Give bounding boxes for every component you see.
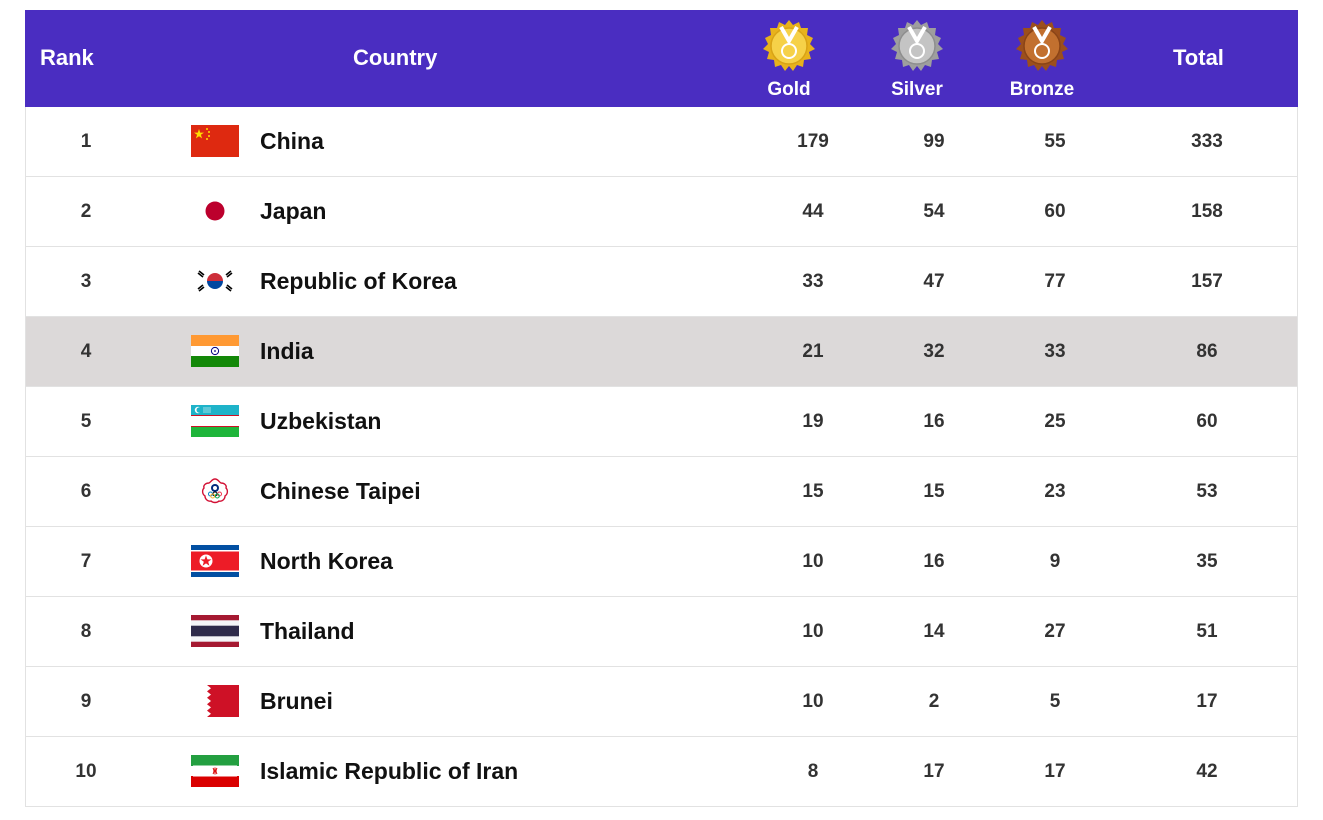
thailand-flag-icon xyxy=(191,615,241,649)
table-row: 1 China 179 99 55 333 xyxy=(25,107,1298,177)
silver-count: 17 xyxy=(923,761,945,782)
rank-cell: 4 xyxy=(80,341,92,362)
gold-count: 19 xyxy=(802,411,824,432)
bronze-count: 5 xyxy=(1049,691,1061,712)
rank-cell: 3 xyxy=(80,271,92,292)
korea-flag-icon xyxy=(191,265,241,299)
bronze-medal-icon xyxy=(1016,20,1068,71)
silver-count: 99 xyxy=(923,131,945,152)
gold-count: 21 xyxy=(802,341,824,362)
total-count: 86 xyxy=(1196,341,1218,362)
japan-flag-icon xyxy=(191,195,241,229)
total-count: 17 xyxy=(1196,691,1218,712)
total-count: 158 xyxy=(1191,201,1223,222)
table-row-highlighted: 4 India 21 32 33 86 xyxy=(25,317,1298,387)
gold-count: 33 xyxy=(802,271,824,292)
country-name: Republic of Korea xyxy=(260,268,457,294)
gold-count: 10 xyxy=(802,621,824,642)
bronze-header: Bronze xyxy=(997,19,1087,101)
rank-header: Rank xyxy=(40,45,94,70)
rank-cell: 1 xyxy=(80,131,92,152)
bronze-count: 23 xyxy=(1044,481,1066,502)
silver-label: Silver xyxy=(891,79,943,100)
gold-count: 179 xyxy=(797,131,829,152)
country-name: Thailand xyxy=(260,618,355,644)
silver-count: 47 xyxy=(923,271,945,292)
bronze-label: Bronze xyxy=(1009,79,1075,100)
table-row: 9 Brunei 10 2 5 17 xyxy=(25,667,1298,737)
total-count: 60 xyxy=(1196,411,1218,432)
rank-cell: 10 xyxy=(75,761,97,782)
silver-header: Silver xyxy=(872,19,962,101)
country-name: North Korea xyxy=(260,548,393,574)
silver-count: 14 xyxy=(923,621,945,642)
table-row: 6 Chinese Taipei 15 15 23 53 xyxy=(25,457,1298,527)
bahrain-flag-icon xyxy=(191,685,241,719)
country-header: Country xyxy=(353,45,438,70)
silver-count: 16 xyxy=(923,411,945,432)
total-count: 157 xyxy=(1191,271,1223,292)
chinese-taipei-flag-icon xyxy=(191,475,241,509)
bronze-count: 25 xyxy=(1044,411,1066,432)
country-name: Islamic Republic of Iran xyxy=(260,758,519,784)
country-name: India xyxy=(260,338,314,364)
rank-cell: 7 xyxy=(80,551,92,572)
gold-count: 44 xyxy=(802,201,824,222)
country-name: China xyxy=(260,128,324,154)
gold-medal-icon xyxy=(763,20,815,71)
bronze-count: 77 xyxy=(1044,271,1066,292)
total-count: 42 xyxy=(1196,761,1218,782)
silver-count: 54 xyxy=(923,201,945,222)
table-row: 7 North Korea 10 16 9 35 xyxy=(25,527,1298,597)
silver-medal-icon xyxy=(891,20,943,71)
bronze-count: 33 xyxy=(1044,341,1066,362)
gold-count: 10 xyxy=(802,691,824,712)
table-row: 5 Uzbekistan 19 16 25 60 xyxy=(25,387,1298,457)
total-count: 35 xyxy=(1196,551,1218,572)
gold-count: 15 xyxy=(802,481,824,502)
medal-table: Rank Country Gold Silver xyxy=(25,10,1298,807)
table-row: 2 Japan 44 54 60 158 xyxy=(25,177,1298,247)
rank-cell: 8 xyxy=(80,621,92,642)
bronze-count: 27 xyxy=(1044,621,1066,642)
total-count: 333 xyxy=(1191,131,1223,152)
india-flag-icon xyxy=(191,335,241,369)
silver-count: 15 xyxy=(923,481,945,502)
iran-flag-icon xyxy=(191,755,241,789)
country-name: Brunei xyxy=(260,688,333,714)
silver-count: 32 xyxy=(923,341,945,362)
bronze-count: 17 xyxy=(1044,761,1066,782)
uzbekistan-flag-icon xyxy=(191,405,241,439)
total-count: 53 xyxy=(1196,481,1218,502)
table-header: Rank Country Gold Silver xyxy=(25,10,1298,107)
country-name: Uzbekistan xyxy=(260,408,382,434)
table-row: 10 Islamic Republic of Iran 8 17 17 42 xyxy=(25,737,1298,807)
table-row: 3 Republic of Korea 33 47 77 157 xyxy=(25,247,1298,317)
total-header: Total xyxy=(1173,45,1224,70)
bronze-count: 55 xyxy=(1044,131,1066,152)
country-name: Japan xyxy=(260,198,327,224)
rank-cell: 5 xyxy=(80,411,92,432)
rank-cell: 2 xyxy=(80,201,92,222)
silver-count: 16 xyxy=(923,551,945,572)
gold-header: Gold xyxy=(744,19,834,101)
gold-label: Gold xyxy=(767,79,811,100)
bronze-count: 60 xyxy=(1044,201,1066,222)
rank-cell: 6 xyxy=(80,481,92,502)
country-name: Chinese Taipei xyxy=(260,478,421,504)
gold-count: 8 xyxy=(807,761,819,782)
total-count: 51 xyxy=(1196,621,1218,642)
china-flag-icon xyxy=(191,125,241,159)
north-korea-flag-icon xyxy=(191,545,241,579)
bronze-count: 9 xyxy=(1049,551,1061,572)
rank-cell: 9 xyxy=(80,691,92,712)
gold-count: 10 xyxy=(802,551,824,572)
silver-count: 2 xyxy=(928,691,940,712)
table-row: 8 Thailand 10 14 27 51 xyxy=(25,597,1298,667)
